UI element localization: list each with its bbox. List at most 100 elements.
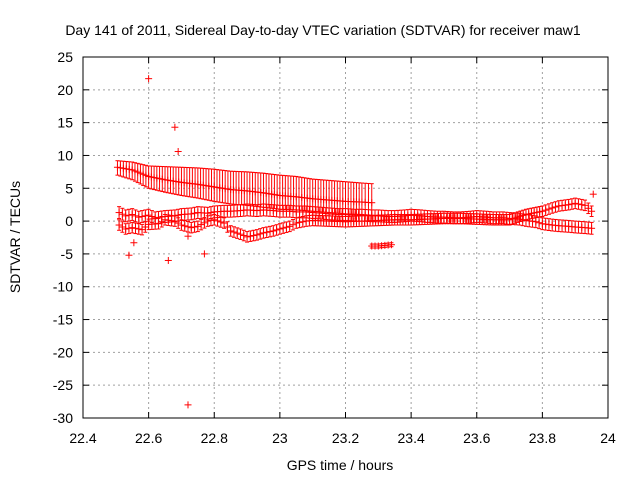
errorbar [288,175,293,211]
data-point [253,231,261,239]
data-point [299,218,307,226]
x-tick-label: 22.6 [135,430,162,446]
data-point [233,229,241,237]
data-point [581,201,589,209]
data-point [289,221,297,229]
data-point [132,224,139,232]
data-point [177,221,185,229]
data-point [128,224,136,232]
errorbar [299,176,304,211]
data-point [589,190,597,198]
data-point [116,164,124,172]
y-tick-label: -5 [61,246,74,262]
data-point [184,223,192,231]
data-point [135,225,143,233]
x-tick-label: 23.8 [529,430,556,446]
data-point [214,217,222,225]
x-tick-label: 23 [272,430,288,446]
data-point [174,148,182,156]
grid-lines [83,57,608,418]
data-point [256,230,264,238]
data-point [259,229,267,237]
data-point [535,219,543,227]
chart-title: Day 141 of 2011, Sidereal Day-to-day VTE… [65,22,581,38]
data-point [542,206,550,214]
data-point [191,223,199,231]
data-point [545,205,553,213]
data-point [191,209,199,217]
data-point [122,165,130,173]
data-point [164,256,172,264]
data-point [184,401,192,409]
y-tick-label: 20 [57,82,73,98]
data-point [135,213,143,221]
data-point [532,218,540,226]
data-point [200,219,208,227]
data-point [122,212,130,220]
data-point [145,211,153,219]
data-point [266,228,274,236]
data-point [194,222,202,230]
x-tick-label: 22.4 [69,430,96,446]
data-point [217,218,225,226]
data-point [286,222,294,230]
data-point [548,204,556,212]
y-tick-label: 5 [65,180,73,196]
data-point [210,216,218,224]
data-point [122,225,130,233]
data-point [552,203,559,211]
data-point [184,232,192,240]
data-point [237,230,244,238]
plot-frame [82,56,609,419]
errorbar [294,175,299,211]
data-point [578,201,586,209]
data-point [204,217,212,225]
data-point [574,200,582,208]
data-point [125,224,133,232]
data-point [368,199,376,207]
x-tick-label: 22.8 [201,430,228,446]
y-axis-label: SDTVAR / TECUs [7,181,23,293]
data-point [187,224,195,232]
data-point [130,239,138,247]
x-tick-label: 23.2 [332,430,359,446]
data-point [223,223,231,231]
y-tick-label: 0 [65,213,73,229]
y-tick-label: 25 [57,49,73,65]
data-point [571,199,579,207]
data-point [292,219,300,227]
data-point [282,223,290,231]
data-point [538,207,546,215]
y-tick-label: 15 [57,115,73,131]
data-point [276,225,284,233]
y-tick-label: -30 [53,410,73,426]
x-tick-label: 24 [600,430,616,446]
data-point [197,221,205,229]
data-point [565,201,573,209]
data-point [125,165,133,173]
data-point [125,251,133,259]
data-point [119,164,127,172]
data-point [207,216,215,224]
x-tick-label: 23.4 [398,430,425,446]
data-point [568,200,576,208]
data-point [118,210,126,218]
data-point [181,222,189,230]
data-point [220,219,228,227]
errorbar [291,175,296,211]
data-point [200,250,208,258]
data-point [187,210,195,218]
y-tick-label: -25 [53,377,73,393]
data-point [273,226,281,234]
data-point [145,75,153,83]
data-point [269,227,277,235]
data-point [243,233,251,241]
data-point [132,212,139,220]
data-point [125,211,133,219]
y-tick-label: 10 [57,147,73,163]
data-point [240,232,248,240]
data-point [584,204,592,212]
y-tick-label: -10 [53,279,73,295]
data-points [113,75,597,409]
